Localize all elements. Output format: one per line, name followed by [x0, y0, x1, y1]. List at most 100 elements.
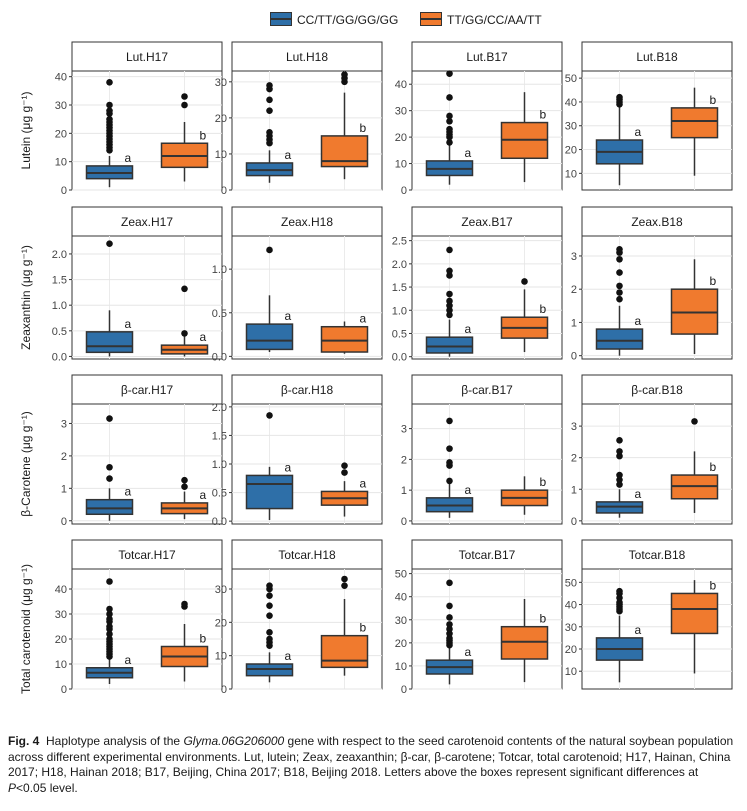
y-tick-label: 3 [61, 418, 67, 430]
panel-title: Totcar.H17 [118, 548, 176, 562]
outlier-point [616, 255, 623, 263]
y-tick-label: 2 [571, 453, 577, 465]
caption-p: P [8, 780, 17, 795]
panel-Zeax.H17: Zeax.H17 0.0 0.5 1.0 1.5 2.0 a a [52, 206, 223, 363]
y-tick-label: 0.0 [392, 352, 407, 364]
legend-label-1: CC/TT/GG/GG/GG [297, 13, 399, 27]
outlier-point [446, 297, 453, 305]
outlier-point [106, 610, 113, 618]
y-tick-label: 0 [401, 684, 407, 696]
legend-item-2: TT/GG/CC/AA/TT [420, 12, 542, 27]
panel-β-car.H18: β-car.H18 0.0 0.5 1.0 1.5 2.0 a a [212, 374, 383, 528]
outlier-point [446, 311, 453, 319]
significance-letter: a [635, 487, 642, 501]
outlier-point [266, 592, 273, 599]
y-tick-label: 10 [55, 157, 67, 169]
outlier-point [181, 483, 188, 491]
panel-title: β-car.B18 [631, 383, 683, 397]
outlier-point [106, 463, 113, 471]
panel-title: Zeax.B18 [631, 215, 683, 229]
outlier-point [106, 630, 113, 638]
y-axis-title: Lutein (μg g⁻¹) [19, 92, 33, 170]
y-tick-label: 0 [401, 516, 407, 528]
y-tick-label: 2.0 [52, 249, 67, 261]
panel-title: Lut.H17 [126, 50, 168, 64]
outlier-point [181, 93, 188, 100]
outlier-point [341, 575, 348, 583]
outlier-point [266, 635, 273, 643]
y-tick-label: 1.5 [212, 430, 227, 442]
outlier-point [446, 445, 453, 452]
y-tick-label: 0.5 [52, 326, 67, 338]
y-tick-label: 0 [221, 185, 227, 197]
outlier-point [106, 615, 113, 623]
outlier-point [446, 290, 453, 298]
y-tick-label: 10 [565, 168, 577, 180]
y-tick-label: 0.5 [212, 488, 227, 500]
y-tick-label: 30 [395, 106, 407, 118]
outlier-point [181, 600, 188, 608]
legend-swatch-1 [270, 12, 292, 26]
outlier-point [446, 139, 453, 146]
y-tick-label: 1.5 [392, 282, 407, 294]
y-tick-label: 2 [401, 454, 407, 466]
y-axis-title: β-Carotene (μg g⁻¹) [19, 411, 33, 517]
outlier-point [446, 602, 453, 610]
y-tick-label: 20 [565, 644, 577, 656]
y-tick-label: 30 [215, 584, 227, 596]
box [500, 625, 549, 660]
y-axis-title: Zeaxanthin (μg g⁻¹) [19, 245, 33, 350]
y-tick-label: 2 [571, 284, 577, 296]
y-tick-label: 2.5 [392, 236, 407, 248]
panel-Lut.H17: Lut.H17 0 10 20 30 40 a b [55, 41, 223, 197]
significance-letter: a [200, 488, 207, 502]
outlier-point [616, 269, 623, 276]
outlier-point [266, 82, 273, 89]
outlier-point [446, 272, 453, 279]
legend-label-2: TT/GG/CC/AA/TT [447, 13, 542, 27]
box [425, 336, 474, 354]
y-tick-label: 10 [215, 149, 227, 161]
panel-strip [71, 539, 223, 570]
outlier-point [616, 93, 623, 101]
panel-strip [71, 206, 223, 237]
outlier-point [616, 452, 623, 460]
box [85, 331, 134, 354]
outlier-point [341, 582, 348, 589]
significance-letter: a [465, 483, 472, 497]
panel-title: Lut.H18 [286, 50, 328, 64]
significance-letter: b [540, 302, 547, 316]
y-tick-label: 20 [55, 634, 67, 646]
outlier-point [341, 462, 348, 470]
significance-letter: a [285, 148, 292, 162]
y-tick-label: 20 [395, 638, 407, 650]
panel-title: β-car.H17 [121, 383, 174, 397]
significance-letter: a [360, 476, 367, 490]
y-axis-title: Total carotenoid (μg g⁻¹) [19, 564, 33, 694]
legend-swatch-2 [420, 12, 442, 26]
outlier-point [446, 621, 453, 628]
y-tick-label: 0.5 [212, 308, 227, 320]
outlier-point [446, 267, 453, 275]
box [320, 634, 369, 669]
significance-letter: a [125, 653, 132, 667]
significance-letter: a [285, 460, 292, 474]
outlier-point [446, 477, 453, 485]
outlier-point [446, 630, 453, 637]
outlier-point [106, 101, 113, 109]
outlier-point [106, 115, 113, 123]
significance-letter: b [540, 475, 547, 489]
outlier-point [446, 94, 453, 101]
panel-strip [411, 539, 563, 570]
caption-body: gene with respect to the seed carotenoid… [8, 734, 734, 779]
box [245, 474, 294, 510]
y-tick-label: 10 [395, 661, 407, 673]
significance-letter: a [635, 623, 642, 637]
y-tick-label: 10 [215, 651, 227, 663]
y-tick-label: 20 [55, 128, 67, 140]
panel-Totcar.B18: Totcar.B18 10 20 30 40 50 a b [565, 539, 733, 690]
outlier-point [341, 71, 348, 78]
significance-letter: a [635, 314, 642, 328]
outlier-point [341, 469, 348, 476]
outlier-point [446, 625, 453, 633]
